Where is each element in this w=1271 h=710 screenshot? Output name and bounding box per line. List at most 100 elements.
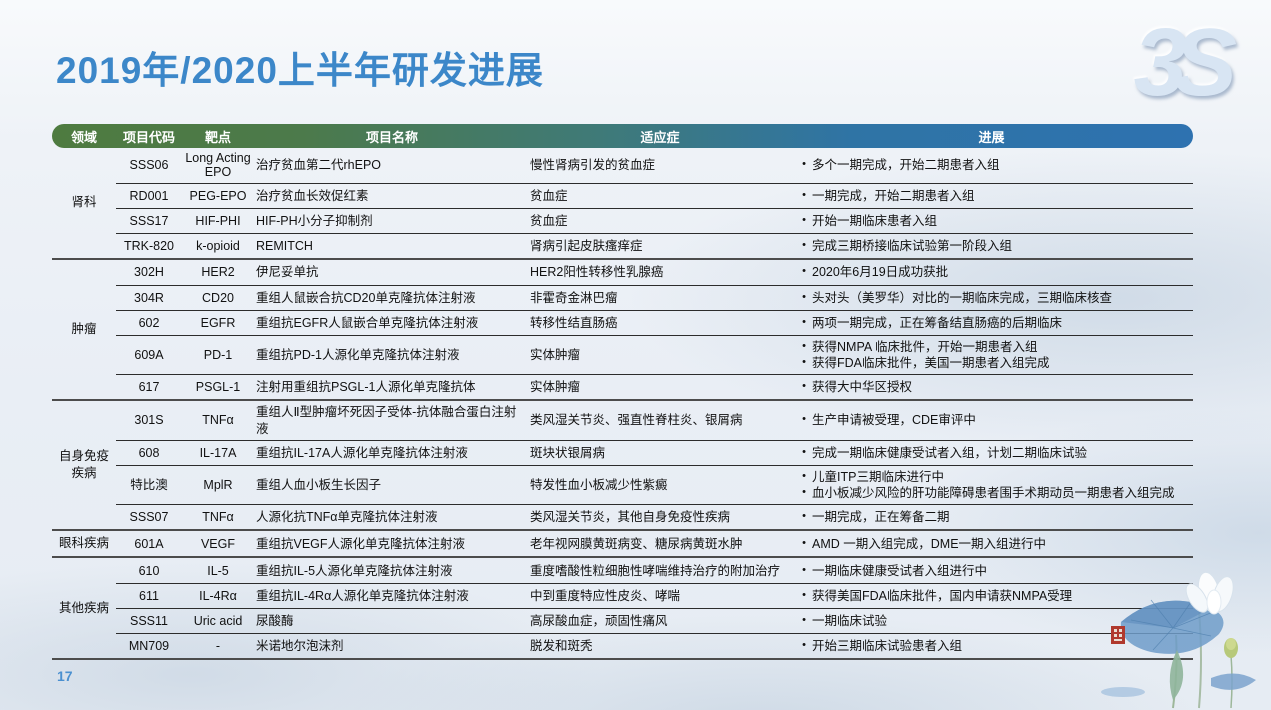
cell-project-name: 重组抗EGFR人鼠嵌合单克隆抗体注射液 [256,315,479,330]
header-field: 领域 [70,129,97,145]
table-row: SSS11 Uric acid 尿酸酶 高尿酸血症，顽固性痛风 • 一期临床试验 [116,608,1193,633]
progress-item: • 多个一期完成，开始二期患者入组 [796,157,1193,173]
cell-indication: 斑块状银屑病 [530,445,606,460]
group-rows: 601A VEGF 重组抗VEGF人源化单克隆抗体注射液 老年视网膜黄斑病变、糖尿病黄… [116,531,1193,556]
progress-text: 完成三期桥接临床试验第一阶段入组 [812,238,1013,253]
table-row: 特比澳 MplR 重组人血小板生长因子 特发性血小板减少性紫癜 • 儿童ITP三期临床进行… [116,464,1193,505]
cell-project-code: 617 [138,380,160,395]
bullet-icon: • [802,158,806,171]
cell-indication: 慢性肾病引发的贫血症 [530,158,656,173]
cell-project-code: 610 [138,563,160,578]
cell-target: HIF-PHI [195,213,241,228]
bullet-icon: • [802,614,806,627]
progress-item: • 生产申请被受理，CDE审评中 [796,412,1193,428]
progress-text: 两项一期完成，正在筹备结直肠癌的后期临床 [812,315,1063,330]
cell-target: TNFα [202,510,234,525]
cell-project-name: 重组人血小板生长因子 [256,477,382,492]
table-row: SSS07 TNFα 人源化抗TNFα单克隆抗体注射液 类风湿关节炎，其他自身免疫性疾… [116,504,1193,529]
bullet-icon: • [802,238,806,251]
header-code: 项目代码 [122,129,175,145]
cell-project-name: 伊尼妥单抗 [256,265,319,280]
cell-progress: • 开始一期临床患者入组 [790,213,1193,229]
group-rows: SSS06 Long Acting EPO 治疗贫血第二代rhEPO 慢性肾病引发的贫… [116,148,1193,258]
table-row: TRK-820 k-opioid REMITCH 肾病引起皮肤瘙痒症 • 完成三期桥接临床… [116,232,1193,258]
group-field-label: 肿瘤 [71,322,97,337]
cell-progress: • 一期临床健康受试者入组进行中 [790,563,1193,579]
progress-text: 多个一期完成，开始二期患者入组 [812,158,1000,173]
cell-indication: 转移性结直肠癌 [530,315,618,330]
group-field-label: 眼科疾病 [58,536,109,551]
cell-project-name: 重组抗VEGF人源化单克隆抗体注射液 [256,536,466,551]
progress-text: 一期临床健康受试者入组进行中 [812,563,988,578]
progress-item: • 2020年6月19日成功获批 [796,264,1193,280]
bullet-icon: • [802,413,806,426]
cell-project-code: 609A [134,347,164,362]
cell-target: PSGL-1 [195,380,241,395]
cell-progress: • 儿童ITP三期临床进行中 • 血小板减少风险的肝功能障碍患者围手术期动员一期患者入… [790,469,1193,502]
cell-target: IL-4Rα [199,589,237,604]
cell-project-name: 重组抗PD-1人源化单克隆抗体注射液 [256,347,460,362]
table-row: 601A VEGF 重组抗VEGF人源化单克隆抗体注射液 老年视网膜黄斑病变、糖尿病黄… [116,531,1193,556]
cell-indication: 类风湿关节炎、强直性脊柱炎、银屑病 [530,413,743,428]
cell-progress: • 完成一期临床健康受试者入组，计划二期临床试验 [790,445,1193,461]
page-number: 17 [57,668,73,684]
progress-text: 血小板减少风险的肝功能障碍患者围手术期动员一期患者入组完成 [812,486,1175,500]
cell-target: IL-17A [199,445,237,460]
cell-project-name: 重组人Ⅱ型肿瘤坏死因子受体-抗体融合蛋白注射液 [256,405,517,436]
table-group: 肾科 SSS06 Long Acting EPO 治疗贫血第二代rhEPO 慢性肾病引发… [52,148,1193,258]
cell-project-name: 重组人鼠嵌合抗CD20单克隆抗体注射液 [256,290,476,305]
cell-indication: 类风湿关节炎，其他自身免疫性疾病 [530,510,731,525]
bullet-icon: • [802,510,806,523]
cell-progress: • 多个一期完成，开始二期患者入组 [790,157,1193,173]
table-row: SSS06 Long Acting EPO 治疗贫血第二代rhEPO 慢性肾病引发的贫… [116,148,1193,183]
progress-item: • 一期完成，正在筹备二期 [796,509,1193,525]
cell-target: k-opioid [196,238,240,253]
table-row: 611 IL-4Rα 重组抗IL-4Rα人源化单克隆抗体注射液 中到重度特应性皮炎、哮… [116,583,1193,608]
table-row: SSS17 HIF-PHI HIF-PH小分子抑制剂 贫血症 • 开始一期临床患者入组 [116,207,1193,233]
bullet-icon: • [802,356,806,368]
cell-progress: • 获得NMPA 临床批件，开始一期患者入组 • 获得FDA临床批件，美国一期患者入组… [790,339,1193,372]
table-group: 眼科疾病 601A VEGF 重组抗VEGF人源化单克隆抗体注射液 老年视网膜黄斑病变、… [52,529,1193,556]
lotus-decoration [1101,571,1256,709]
header-progress: 进展 [978,129,1005,145]
red-seal-icon [1111,626,1125,644]
rd-progress-table: 领域 项目代码 靶点 项目名称 适应症 进展 肾科 SSS06 Long Actin… [52,124,1193,661]
table-row: 602 EGFR 重组抗EGFR人鼠嵌合单克隆抗体注射液 转移性结直肠癌 • 两项一期完成… [116,309,1193,335]
cell-target: - [215,639,221,654]
cell-target: Uric acid [193,614,243,629]
progress-text: 头对头（美罗华）对比的一期临床完成，三期临床核查 [812,290,1113,305]
table-body: 肾科 SSS06 Long Acting EPO 治疗贫血第二代rhEPO 慢性肾病引发… [52,148,1193,661]
cell-project-code: 301S [134,413,164,428]
progress-item: • 头对头（美罗华）对比的一期临床完成，三期临床核查 [796,290,1193,306]
group-rows: 610 IL-5 重组抗IL-5人源化单克隆抗体注射液 重度嗜酸性粒细胞性哮喘维持治疗… [116,558,1193,658]
progress-item: • 一期临床试验 [796,613,1193,629]
cell-project-code: 特比澳 [130,477,168,492]
table-group: 肿瘤 302H HER2 伊尼妥单抗 HER2阳性转移性乳腺癌 • 2020年6月19日成功… [52,257,1193,400]
bullet-icon: • [802,445,806,458]
cell-project-code: SSS07 [129,510,169,525]
progress-text: 开始一期临床患者入组 [812,213,938,228]
cell-progress: • 获得大中华区授权 [790,379,1193,395]
cell-indication: 非霍奇金淋巴瘤 [530,290,618,305]
cell-progress: • 头对头（美罗华）对比的一期临床完成，三期临床核查 [790,290,1193,306]
progress-item: • AMD 一期入组完成，DME一期入组进行中 [796,536,1193,552]
bullet-icon: • [802,563,806,576]
header-indication: 适应症 [640,129,680,145]
bullet-icon: • [802,469,806,482]
cell-indication: 贫血症 [530,213,568,228]
progress-item: • 获得NMPA 临床批件，开始一期患者入组 [796,339,1193,355]
cell-project-code: SSS11 [130,614,168,629]
cell-project-name: 人源化抗TNFα单克隆抗体注射液 [256,510,438,525]
progress-text: 完成一期临床健康受试者入组，计划二期临床试验 [812,445,1088,460]
group-rows: 302H HER2 伊尼妥单抗 HER2阳性转移性乳腺癌 • 2020年6月19日成功获批… [116,260,1193,400]
cell-progress: • 两项一期完成，正在筹备结直肠癌的后期临床 [790,315,1193,331]
cell-progress: • 获得美国FDA临床批件，国内申请获NMPA受理 [790,588,1193,604]
cell-project-name: 尿酸酶 [256,614,294,629]
table-row: 609A PD-1 重组抗PD-1人源化单克隆抗体注射液 实体肿瘤 • 获得NMPA 临床… [116,334,1193,375]
progress-text: 一期完成，正在筹备二期 [812,510,950,525]
bullet-icon: • [802,589,806,602]
cell-project-name: 重组抗IL-5人源化单克隆抗体注射液 [256,563,453,578]
cell-progress: • 完成三期桥接临床试验第一阶段入组 [790,238,1193,254]
cell-indication: 高尿酸血症，顽固性痛风 [530,614,668,629]
